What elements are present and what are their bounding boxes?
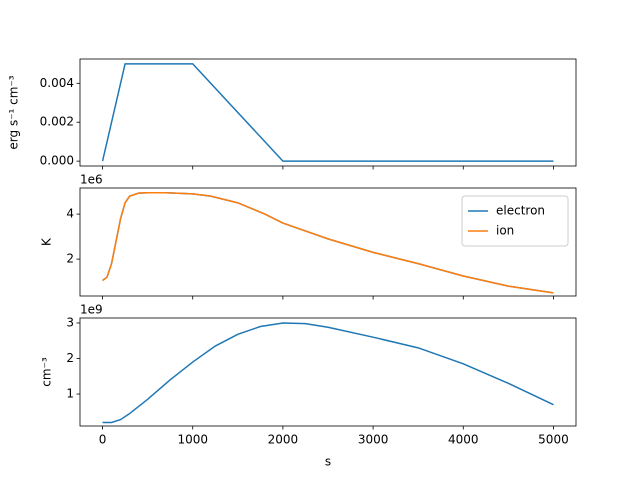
offset-text: 1e9 — [80, 303, 103, 317]
offset-text: 1e6 — [80, 173, 103, 187]
x-axis-label: s — [325, 455, 331, 469]
y-axis-label: erg s⁻¹ cm⁻³ — [7, 75, 21, 149]
y-tick-label: 0.002 — [40, 115, 74, 129]
x-tick-label: 0 — [99, 433, 107, 447]
y-tick-label: 3 — [66, 315, 74, 329]
x-tick-label: 5000 — [538, 433, 569, 447]
x-tick-label: 4000 — [448, 433, 479, 447]
legend-label: electron — [496, 204, 545, 218]
y-tick-label: 1 — [66, 387, 74, 401]
x-tick-label: 2000 — [268, 433, 299, 447]
data-line — [101, 63, 554, 162]
axes-frame — [79, 187, 577, 297]
y-tick-label: 0.000 — [40, 154, 74, 168]
y-tick-label: 2 — [66, 351, 74, 365]
x-tick-label: 3000 — [358, 433, 389, 447]
data-line — [102, 322, 554, 424]
y-axis-label: cm⁻³ — [40, 357, 54, 387]
axes-frame — [79, 317, 577, 427]
y-axis-label: K — [40, 237, 54, 246]
y-tick-label: 4 — [66, 207, 74, 221]
data-line — [102, 191, 554, 294]
axes-frame — [79, 58, 577, 167]
y-tick-label: 2 — [66, 252, 74, 266]
x-tick-label: 1000 — [177, 433, 208, 447]
y-tick-label: 0.004 — [40, 76, 74, 90]
legend-box — [461, 195, 569, 247]
legend-label: ion — [496, 224, 514, 238]
